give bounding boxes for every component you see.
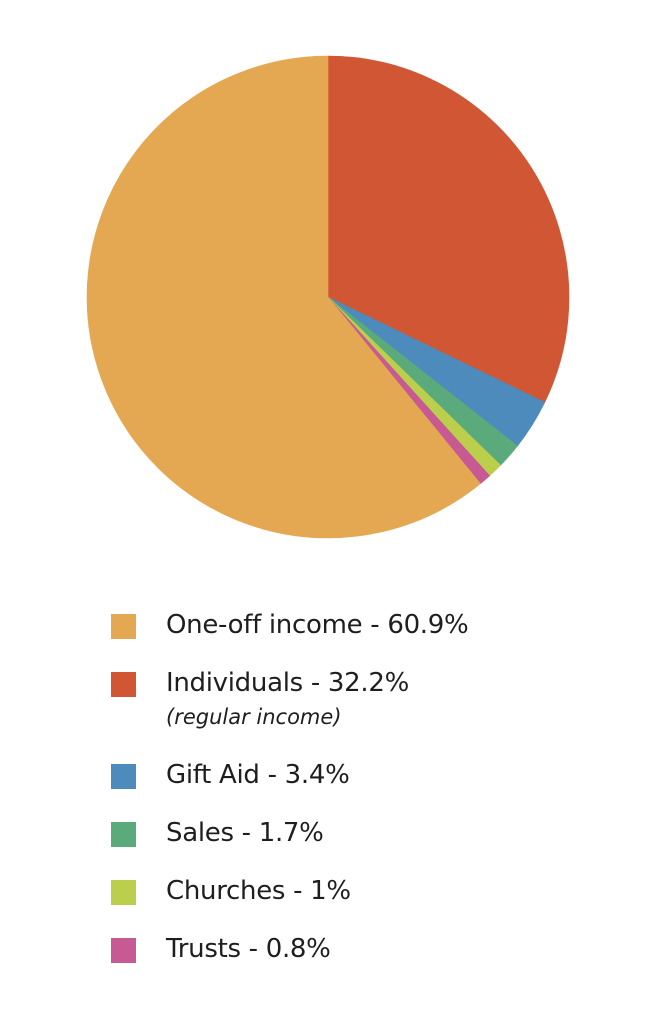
legend-swatch-one-off-income — [111, 614, 136, 639]
legend-item-trusts: Trusts - 0.8% — [108, 926, 628, 972]
legend-sublabel-individuals: (regular income) — [166, 705, 342, 729]
pie-chart — [86, 55, 570, 539]
legend-swatch-trusts — [111, 938, 136, 963]
legend-label-one-off-income: One-off income - 60.9% — [166, 610, 469, 640]
pie-slice-one-off-income — [86, 55, 481, 539]
legend: One-off income - 60.9% Individuals - 32.… — [108, 602, 628, 984]
legend-swatch-churches — [111, 880, 136, 905]
legend-item-sales: Sales - 1.7% — [108, 810, 628, 856]
legend-label-sales: Sales - 1.7% — [166, 818, 324, 848]
legend-item-one-off-income: One-off income - 60.9% — [108, 602, 628, 648]
pie-slice-individuals — [327, 55, 570, 403]
legend-swatch-individuals — [111, 672, 136, 697]
legend-item-churches: Churches - 1% — [108, 868, 628, 914]
legend-swatch-gift-aid — [111, 764, 136, 789]
legend-label-trusts: Trusts - 0.8% — [166, 934, 331, 964]
legend-swatch-sales — [111, 822, 136, 847]
legend-item-gift-aid: Gift Aid - 3.4% — [108, 752, 628, 798]
legend-label-churches: Churches - 1% — [166, 876, 351, 906]
legend-label-individuals: Individuals - 32.2% — [166, 668, 409, 698]
legend-item-individuals: Individuals - 32.2% (regular income) — [108, 660, 628, 740]
legend-label-gift-aid: Gift Aid - 3.4% — [166, 760, 350, 790]
